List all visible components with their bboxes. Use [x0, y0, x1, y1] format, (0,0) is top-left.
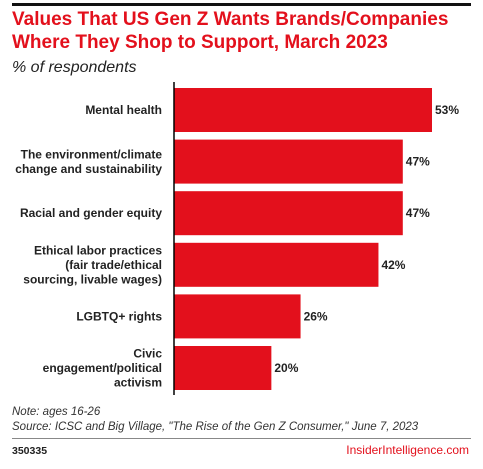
category-label: Mental health [85, 103, 162, 117]
bar-chart: 53% Mental health 47% The environment/clima… [15, 82, 459, 395]
chart-title: Values That US Gen Z Wants Brands/Compan… [12, 9, 449, 53]
chart-subtitle: % of respondents [12, 59, 137, 76]
top-rule [12, 3, 471, 6]
chart-notes: Note: ages 16-26 Source: ICSC and Big Vi… [12, 405, 418, 435]
bar-value-label: 47% [406, 155, 430, 169]
bar-value-label: 26% [304, 309, 328, 323]
category-label: Civic engagement/political activism [43, 347, 163, 390]
category-label: Racial and gender equity [20, 206, 162, 220]
brand-link[interactable]: InsiderIntelligence.com [346, 443, 469, 457]
footer-rule [12, 438, 471, 439]
bar-value-label: 42% [381, 258, 405, 272]
bar-value-label: 53% [435, 103, 459, 117]
bar [174, 88, 432, 132]
category-label: The environment/climate change and sustai… [15, 147, 162, 176]
category-label: Ethical labor practices (fair trade/ethic… [23, 243, 162, 286]
bar [174, 139, 403, 184]
note-text: Note: ages 16-26 [12, 406, 101, 418]
bar [174, 346, 272, 390]
bar-value-label: 20% [274, 361, 298, 375]
bar-value-label: 47% [406, 206, 430, 220]
category-label: LGBTQ+ rights [76, 309, 162, 323]
source-text: Source: ICSC and Big Village, "The Rise … [12, 421, 419, 433]
bar [174, 242, 379, 287]
chart-id: 350335 [12, 445, 48, 457]
bar [174, 294, 301, 339]
bar [174, 191, 403, 236]
